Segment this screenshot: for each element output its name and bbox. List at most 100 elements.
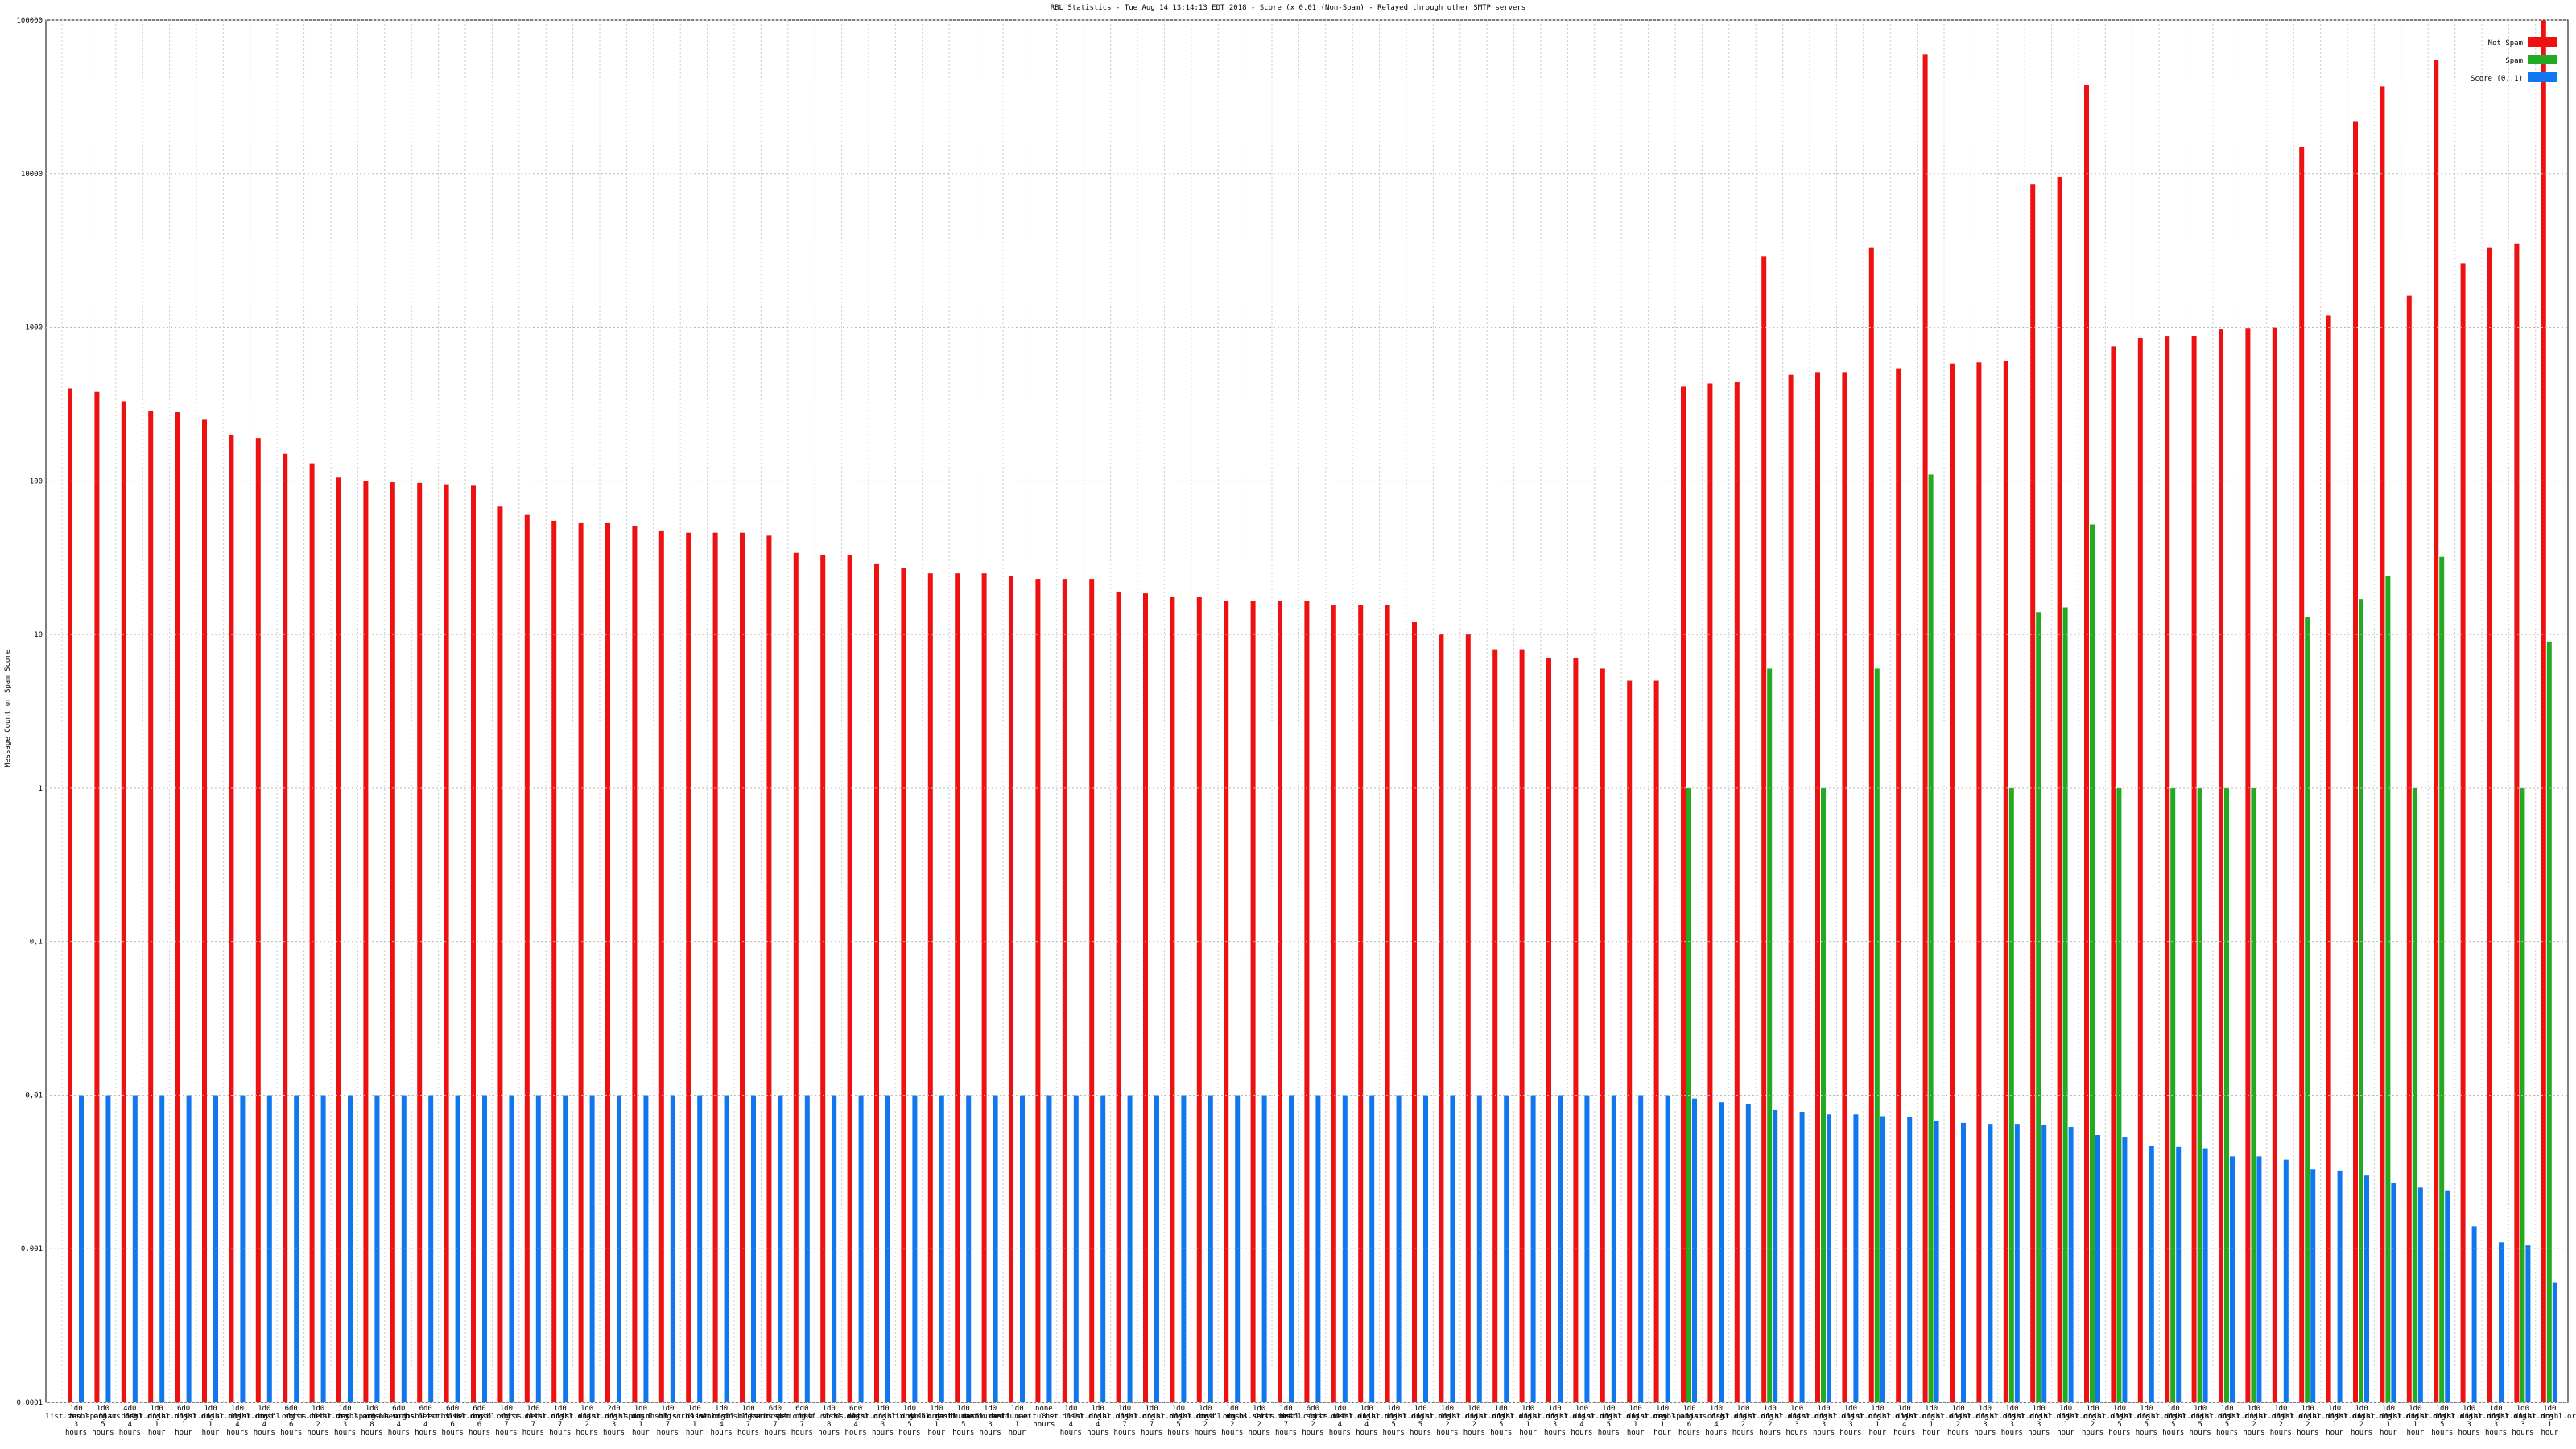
x-tick-label: 1d0 zen.spamhaus.org 8 hours (337, 1405, 407, 1437)
x-tick-label: 1d0 list.dnsbl.org 7 hours (1256, 1405, 1317, 1437)
legend-label: Spam (2505, 57, 2523, 65)
x-tick-label: 6d0 new.dnsbl.sorbs.net 4 hours (384, 1405, 467, 1437)
bar (428, 1095, 434, 1402)
bar (2359, 599, 2363, 1402)
bar (1278, 601, 1282, 1402)
bar (1799, 1112, 1805, 1402)
x-tick-label: 1d0 list.dnsbl.org 1 hour (1901, 1405, 1962, 1437)
x-tick-label: 1d0 ix.dnsbl.manitu.net 5 hours (922, 1405, 1005, 1437)
x-tick-label: 1d0 list.dnsbl.org 1 hour (180, 1405, 242, 1437)
bar (79, 1095, 84, 1402)
bar (2552, 1282, 2557, 1402)
x-tick-label: 1d0 list.dnsbl.org 2 hours (287, 1405, 349, 1437)
bar (2202, 1148, 2208, 1402)
x-tick-label: 1d0 dnsbl.sorbs.net 2 hours (1199, 1405, 1265, 1437)
bar (1961, 1122, 1966, 1402)
bar (2283, 1159, 2289, 1402)
x-tick-label: 1d0 list.dnsbl.org 1 hour (1605, 1405, 1666, 1437)
bar (2364, 1175, 2369, 1402)
bar (2326, 315, 2331, 1402)
bar (2445, 1190, 2450, 1402)
bar (1950, 363, 1955, 1402)
x-tick-label: 1d0 zen.spamhaus.org 6 hours (1654, 1405, 1724, 1437)
x-tick-label: 1d0 list.dnsbl.org 7 hours (502, 1405, 564, 1437)
bar (105, 1095, 111, 1402)
x-tick-label: 1d0 list.dnsbl.org 4 hours (1040, 1405, 1101, 1437)
x-tick-label: 1d0 list.dnsbl.org 2 hours (2223, 1405, 2285, 1437)
x-tick-label: 6d0 list.dnsbl.org 6 hours (449, 1405, 510, 1437)
x-tick-label: 1d0 dnsbl.sorbs.net 2 hours (1226, 1405, 1291, 1437)
bar (2245, 328, 2251, 1402)
legend-swatch (2528, 55, 2557, 64)
bar (336, 477, 341, 1402)
bar (2439, 556, 2445, 1402)
bar (1073, 1095, 1079, 1402)
bar (1423, 1095, 1428, 1402)
x-tick-label: 1d0 ix.dnsbl.manitu.net 3 hours (949, 1405, 1032, 1437)
bar (1788, 374, 1794, 1402)
x-tick-label: 1d0 list.dnsbl.org 2 hours (2331, 1405, 2392, 1437)
bar (524, 514, 530, 1402)
x-tick-label: 1d0 list.dnsbl.org 5 hours (1390, 1405, 1451, 1437)
bar (1439, 634, 1444, 1402)
bar (2219, 329, 2223, 1402)
x-tick-label: 1d0 list.dnsbl.org 5 hours (879, 1405, 940, 1437)
x-tick-label: 1d0 list.dnsbl.org 4 hours (233, 1405, 295, 1437)
bar (1465, 634, 1471, 1402)
x-tick-label: 1d0 list.dnsbl.org 1 hour (664, 1405, 725, 1437)
bar (1761, 256, 1767, 1402)
x-tick-label: 6d0 list.dnsbl.org 7 hours (745, 1405, 806, 1437)
bar (2310, 1169, 2316, 1402)
bar (740, 532, 745, 1402)
bar (159, 1095, 165, 1402)
bar (1089, 579, 1095, 1402)
x-tick-label: 1d0 list.dnsbl.org 8 hours (799, 1405, 860, 1437)
bar (1062, 579, 1067, 1402)
bar (1734, 382, 1740, 1402)
bar (551, 520, 557, 1402)
x-tick-label: 1d0 list.dnsbl.org 3 hours (1766, 1405, 1827, 1437)
x-tick-label: 1d0 list.dnsbl.org 5 hours (1148, 1405, 1209, 1437)
x-tick-label: 1d0 list.dnsbl.org 3 hours (46, 1405, 107, 1437)
x-tick-label: 1d0 list.dnsbl.org 2 hours (1417, 1405, 1478, 1437)
x-tick-label: 1d0 list.dnsbl.org 1 hour (1497, 1405, 1558, 1437)
bar (1907, 1117, 1913, 1402)
bar (1450, 1095, 1455, 1402)
bar (2299, 147, 2305, 1402)
x-tick-label: none 8 hours (1033, 1405, 1055, 1429)
legend-label: Score (0..1) (2471, 75, 2523, 83)
bar (1842, 372, 1847, 1402)
bar (1530, 1095, 1536, 1402)
x-tick-label: 1d0 list.dnsbl.org 2 hours (2250, 1405, 2311, 1437)
x-tick-label: 6d0 dnsbl.sorbs.net 6 hours (258, 1405, 324, 1437)
x-tick-label: 1d0 list.dnsbl.org 1 hour (1632, 1405, 1693, 1437)
x-tick-label: 1d0 list.dnsbl.org 3 hours (1820, 1405, 1881, 1437)
bar (1504, 1095, 1509, 1402)
y-axis-label: Message Count or Spam Score (4, 650, 12, 767)
bar (1707, 383, 1713, 1402)
x-tick-label: 1d0 list.dnsbl.org 4 hours (1309, 1405, 1370, 1437)
x-tick-label: 1d0 list.dnsbl.org 5 hours (1578, 1405, 1639, 1437)
x-tick-label: 1d0 spam.dnsbl.sorbs.net 7 hours (624, 1405, 711, 1437)
bar (309, 463, 315, 1402)
x-tick-label: 1d0 list.dnsbl.org 4 hours (1686, 1405, 1747, 1437)
bar (1853, 1114, 1859, 1402)
x-tick-label: 1d0 list.dnsbl.org 3 hours (1981, 1405, 2042, 1437)
bar (858, 1095, 864, 1402)
bar (1250, 601, 1256, 1402)
x-tick-label: 1d0 zen.spamhaus.org 5 hours (68, 1405, 138, 1437)
bar (2391, 1182, 2396, 1402)
bar (1681, 386, 1686, 1402)
bar (2251, 787, 2256, 1402)
bar (1116, 591, 1121, 1402)
y-tick-label: 0,0001 (16, 1399, 43, 1407)
bar (2230, 1156, 2235, 1402)
bar (1196, 597, 1202, 1402)
bar (148, 411, 154, 1402)
x-tick-label: 1d0 list.dnsbl.org 3 hours (2466, 1405, 2527, 1437)
bar (1874, 668, 1880, 1402)
x-tick-label: 1d0 list.dnsbl.org 2 hours (1712, 1405, 1773, 1437)
bar (793, 552, 799, 1402)
x-tick-label: 1d0 list.dnsbl.org 1 hour (2035, 1405, 2096, 1437)
x-tick-label: 1d0 list.dnsbl.org 1 hour (610, 1405, 671, 1437)
